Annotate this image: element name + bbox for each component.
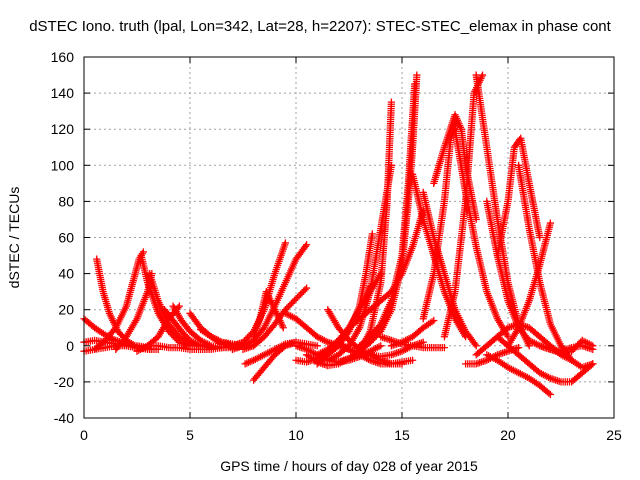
series-4 [93, 255, 156, 354]
data-point [589, 360, 597, 368]
y-tick-label: 120 [51, 121, 75, 137]
series-17 [228, 241, 311, 354]
data-point [248, 357, 256, 365]
y-tick-label: 80 [58, 193, 74, 209]
data-point [413, 71, 421, 79]
series-38 [409, 170, 470, 341]
data-point [515, 344, 523, 352]
x-tick-label: 15 [394, 427, 410, 443]
x-tick-label: 20 [500, 427, 516, 443]
data-point [377, 342, 385, 350]
series-35 [366, 71, 421, 346]
data-point [301, 242, 310, 250]
series-48 [493, 134, 544, 260]
data-point [303, 284, 311, 292]
data-point [241, 360, 249, 368]
data-point [440, 344, 448, 352]
axis-ticks: 0 5 10 15 20 25 -40 -20 0 20 40 60 80 100 120 140 160 [51, 49, 622, 443]
data-point [545, 389, 553, 397]
y-tick-label: 20 [58, 302, 74, 318]
data-point [587, 361, 595, 369]
x-axis-label: GPS time / hours of day 028 of year 2015 [220, 458, 478, 474]
y-tick-label: 0 [66, 338, 74, 354]
y-axis-label: dSTEC / TECUs [6, 187, 22, 289]
data-point [313, 342, 321, 350]
data-point [139, 248, 147, 256]
data-point [368, 230, 376, 238]
data-point [472, 342, 480, 350]
series-7 [112, 270, 156, 354]
chart-title: dSTEC Iono. truth (lpal, Lon=342, Lat=28… [29, 18, 611, 35]
data-point [281, 239, 289, 247]
data-point [430, 316, 438, 325]
series-50 [483, 351, 554, 399]
series-54 [546, 336, 597, 357]
data-point [546, 219, 554, 227]
series-15 [144, 342, 247, 354]
data-point [301, 285, 309, 294]
y-tick-label: -40 [54, 410, 74, 426]
y-tick-label: -20 [54, 374, 74, 390]
data-series [80, 71, 597, 399]
x-tick-label: 10 [288, 427, 304, 443]
series-21 [250, 338, 300, 384]
data-point [279, 324, 287, 332]
series-29 [334, 98, 395, 366]
series-33 [345, 206, 427, 332]
series-49 [515, 161, 597, 372]
data-point [244, 358, 253, 367]
data-point [175, 302, 183, 310]
data-point [589, 342, 597, 350]
data-point [471, 340, 479, 348]
series-44 [472, 71, 533, 350]
grid-lines [84, 57, 614, 418]
y-tick-label: 160 [51, 49, 75, 65]
x-tick-label: 5 [186, 427, 194, 443]
data-point [303, 241, 311, 249]
y-tick-label: 40 [58, 266, 74, 282]
data-point [387, 98, 395, 106]
data-point [478, 71, 487, 79]
y-tick-label: 60 [58, 230, 74, 246]
data-point [536, 233, 544, 242]
series-18 [239, 284, 311, 354]
series-41 [419, 116, 461, 323]
data-point [243, 359, 251, 367]
data-point [246, 358, 254, 366]
data-point [453, 116, 461, 124]
y-tick-label: 140 [51, 85, 75, 101]
series-52 [504, 219, 554, 350]
data-point [409, 356, 417, 364]
x-tick-label: 0 [80, 427, 88, 443]
series-5 [91, 248, 147, 354]
data-point [129, 341, 137, 349]
series-19 [250, 288, 287, 341]
y-tick-label: 100 [51, 157, 75, 173]
data-point [546, 390, 554, 399]
x-tick-label: 25 [606, 427, 622, 443]
series-37 [387, 316, 438, 350]
